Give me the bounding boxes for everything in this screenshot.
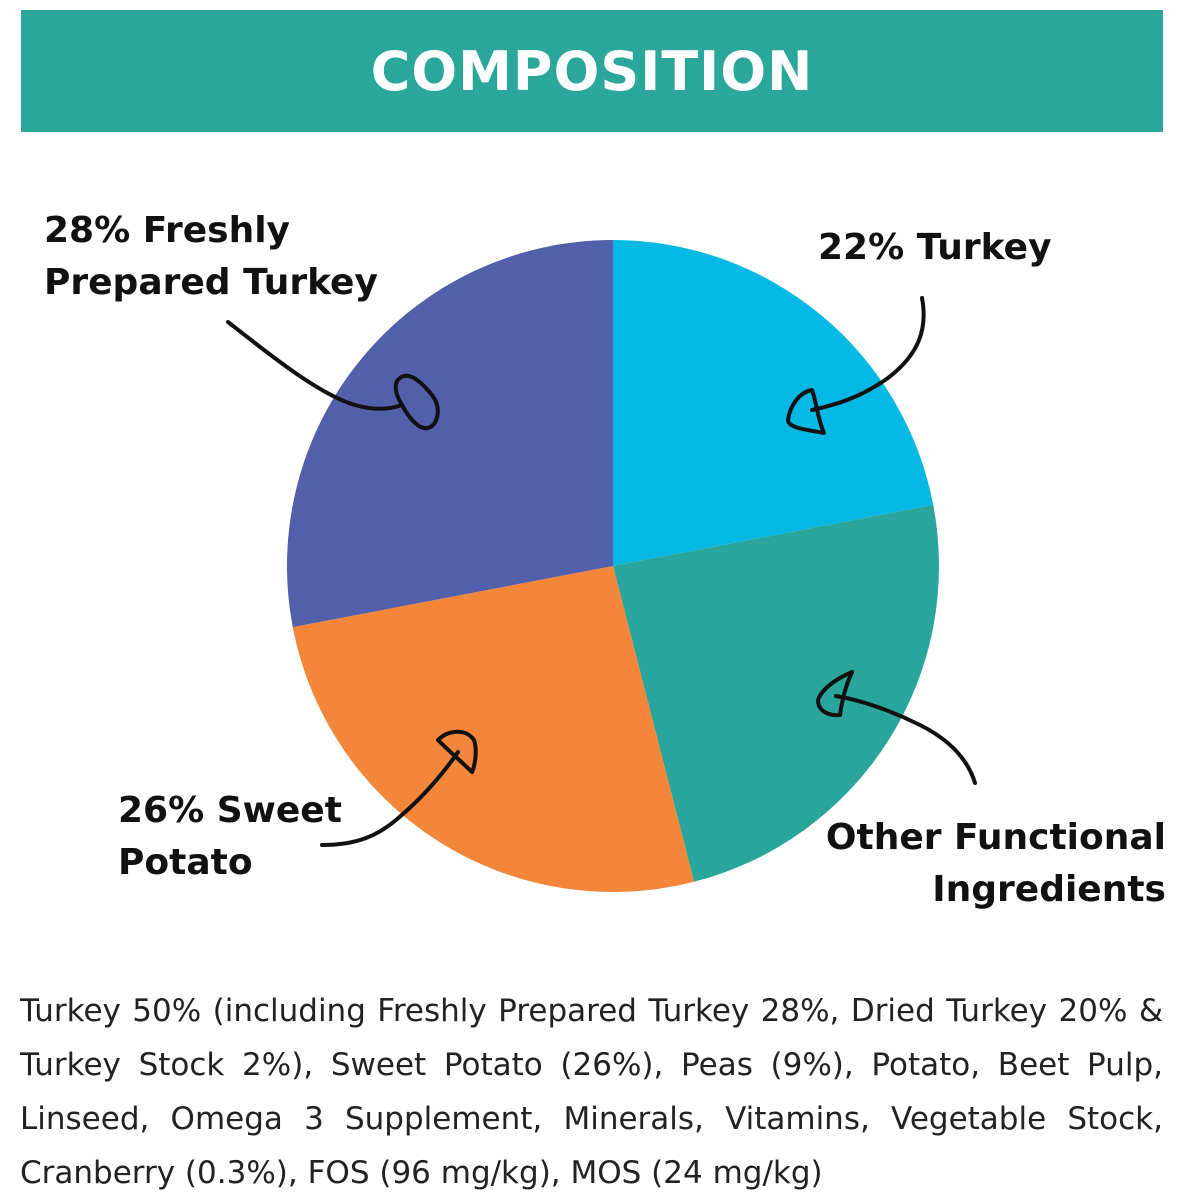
pie-slices bbox=[286, 240, 939, 892]
arrow-other bbox=[834, 694, 977, 785]
label-sweet-potato: 26% Sweet Potato bbox=[118, 785, 418, 889]
label-fresh-turkey-line1: 28% Freshly bbox=[44, 210, 291, 251]
page-title: COMPOSITION bbox=[370, 39, 814, 103]
pie-slice-fresh-turkey bbox=[286, 240, 613, 628]
arrow-turkey bbox=[810, 296, 926, 412]
header-banner: COMPOSITION bbox=[21, 10, 1163, 132]
label-fresh-turkey: 28% Freshly Prepared Turkey bbox=[44, 205, 424, 309]
arrowhead-fresh-turkey bbox=[393, 373, 440, 431]
label-other-line1: Other Functional bbox=[825, 817, 1166, 858]
arrow-fresh-turkey bbox=[226, 320, 404, 411]
arrowhead-sweet-potato bbox=[436, 729, 478, 774]
pie-slice-other bbox=[613, 504, 939, 882]
ingredients-list: Turkey 50% (including Freshly Prepared T… bbox=[20, 993, 1163, 1191]
label-sweet-potato-line1: 26% Sweet bbox=[118, 790, 342, 831]
pie-slice-turkey bbox=[613, 240, 934, 566]
label-fresh-turkey-line2: Prepared Turkey bbox=[44, 262, 378, 303]
label-turkey-text: 22% Turkey bbox=[818, 227, 1052, 268]
arrow-sweet-potato bbox=[320, 750, 460, 847]
label-turkey: 22% Turkey bbox=[818, 222, 1178, 274]
label-other-line2: Ingredients bbox=[932, 869, 1166, 910]
arrowhead-turkey bbox=[786, 388, 826, 435]
arrowhead-other bbox=[816, 670, 854, 718]
label-sweet-potato-line2: Potato bbox=[118, 842, 253, 883]
annotation-arrows bbox=[226, 296, 977, 847]
pie-slice-sweet-potato bbox=[292, 566, 695, 892]
label-other-ingredients: Other Functional Ingredients bbox=[800, 812, 1166, 916]
